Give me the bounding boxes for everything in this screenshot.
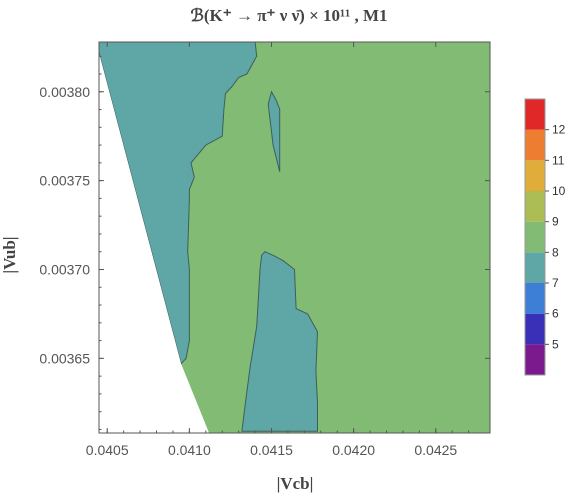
colorbar-band <box>525 191 545 222</box>
colorbar-frame <box>524 98 546 376</box>
colorbar-tick-label: 8 <box>552 245 559 259</box>
colorbar-tick-label: 6 <box>552 307 559 321</box>
colorbar-legend: 5 6 7 8 9 10 11 12 <box>524 98 566 376</box>
colorbar-band <box>525 99 545 130</box>
plot-frame <box>98 41 491 434</box>
plot-area <box>98 41 491 434</box>
colorbar-band <box>525 221 545 253</box>
chart-title: ℬ(K⁺ → π⁺ ν ν̄) × 10¹¹ , M1 <box>190 6 387 25</box>
x-tick-label: 0.0420 <box>332 442 375 458</box>
colorbar-band <box>525 283 545 314</box>
y-tick-label: 0.00380 <box>39 84 90 100</box>
x-tick-label: 0.0425 <box>414 442 457 458</box>
y-axis-title: |Vub| <box>0 236 19 273</box>
colorbar-tick-label: 5 <box>552 337 559 351</box>
x-axis-title: |Vcb| <box>277 474 314 493</box>
x-tick-label: 0.0410 <box>168 442 211 458</box>
y-axis: 0.00365 0.00370 0.00375 0.00380 <box>39 55 490 430</box>
thin-teal-island <box>267 90 281 172</box>
x-tick-label: 0.0405 <box>86 442 129 458</box>
colorbar-tick-label: 12 <box>552 123 566 137</box>
colorbar-band <box>525 160 545 191</box>
y-tick-label: 0.00370 <box>39 261 90 277</box>
y-tick-label: 0.00375 <box>39 173 90 189</box>
y-tick-label: 0.00365 <box>39 350 90 366</box>
colorbar-tick-label: 9 <box>552 215 559 229</box>
left-teal-region <box>98 41 258 365</box>
colorbar-tick-label: 10 <box>552 184 566 198</box>
colorbar-tick-label: 7 <box>552 276 559 290</box>
colorbar-band <box>525 252 545 283</box>
x-tick-label: 0.0415 <box>250 442 293 458</box>
colorbar-band <box>525 344 545 375</box>
lower-teal-region <box>241 251 319 432</box>
x-axis: 0.0405 0.0410 0.0415 0.0420 0.0425 <box>86 42 470 458</box>
no-data-region <box>99 52 210 433</box>
colorbar-band <box>525 313 545 345</box>
colorbar-band <box>525 129 545 161</box>
colorbar-tick-label: 11 <box>552 153 565 167</box>
